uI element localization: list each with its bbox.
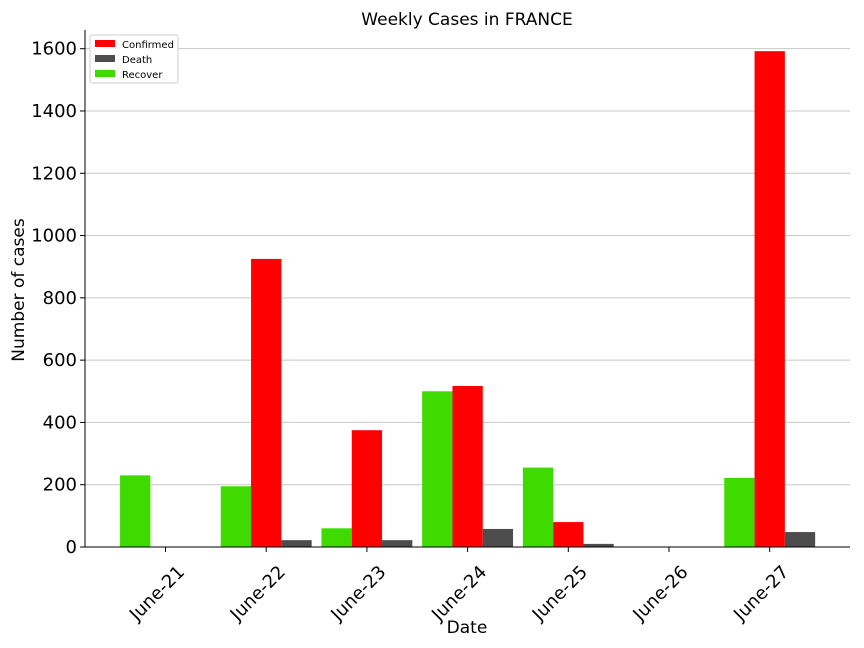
bar-recover: [724, 477, 755, 547]
y-tick-label: 400: [43, 412, 77, 433]
y-tick-label: 200: [43, 475, 77, 496]
y-tick-label: 800: [43, 288, 77, 309]
legend-label-death: Death: [122, 55, 152, 66]
bar-recover: [522, 467, 554, 547]
y-tick-label: 1600: [31, 39, 77, 60]
y-tick-label: 1400: [31, 101, 77, 122]
legend-swatch-death: [95, 55, 115, 62]
grid-lines: [85, 48, 850, 486]
bar-recover: [422, 391, 453, 547]
bar-death: [281, 540, 312, 547]
bar-confirmed: [251, 258, 282, 547]
legend-label-confirmed: Confirmed: [122, 40, 174, 51]
legend-swatch-recover: [95, 70, 115, 77]
bar-recover: [220, 486, 252, 547]
bar-confirmed: [351, 430, 383, 547]
bar-confirmed: [452, 385, 483, 547]
y-tick-label: 1000: [31, 226, 77, 247]
bar-recover: [321, 528, 352, 547]
y-tick-label: 600: [43, 350, 77, 371]
bar-death: [382, 540, 413, 547]
x-tick-label: June-25: [528, 562, 592, 626]
legend-label-recover: Recover: [122, 70, 163, 81]
x-tick-label: June-23: [326, 562, 390, 626]
x-tick-label: June-21: [125, 562, 189, 626]
legend: Confirmed Death Recover: [89, 34, 179, 84]
y-ticks: 0 200 400 600 800 1000 1200 1400 1600: [31, 39, 85, 558]
x-tick-label: June-24: [427, 562, 491, 626]
bar-death: [784, 532, 816, 547]
bars: [120, 51, 816, 547]
chart-title: Weekly Cases in FRANCE: [361, 10, 572, 30]
x-axis-label: Date: [447, 618, 488, 638]
x-tick-label: June-26: [628, 562, 692, 626]
bar-confirmed: [553, 522, 584, 547]
y-tick-label: 0: [66, 537, 77, 558]
bar-confirmed: [754, 51, 785, 547]
y-axis-label: Number of cases: [9, 218, 29, 362]
bar-death: [482, 528, 514, 547]
x-ticks: June-21 June-22 June-23 June-24 June-25 June-…: [125, 547, 793, 626]
legend-swatch-confirmed: [95, 40, 115, 47]
x-tick-label: June-22: [226, 562, 290, 626]
bar-death: [583, 543, 614, 547]
y-tick-label: 1200: [31, 163, 77, 184]
x-tick-label: June-27: [729, 562, 793, 626]
bar-recover: [120, 475, 151, 547]
